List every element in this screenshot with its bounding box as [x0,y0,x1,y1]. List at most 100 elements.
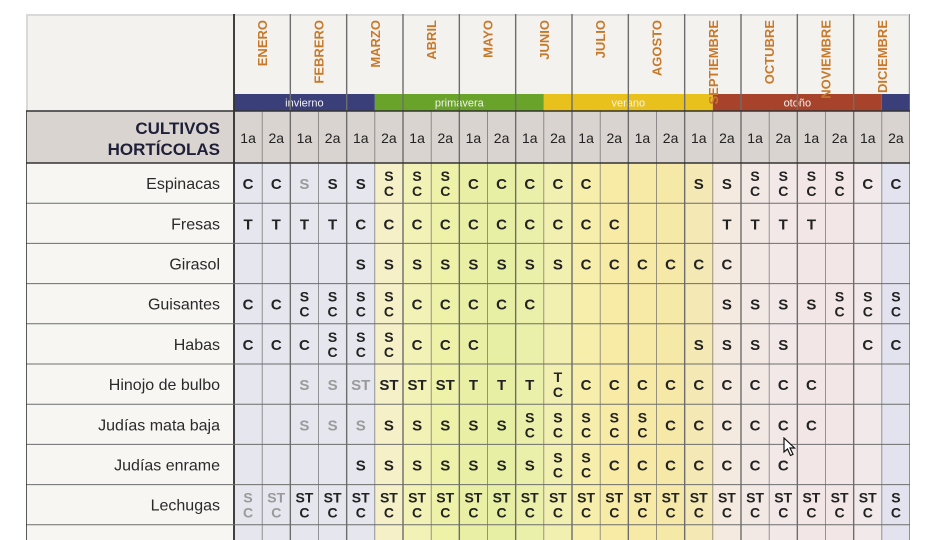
cell-code: S [328,377,338,394]
column-tint [853,163,882,540]
cell-code: C [750,417,761,434]
column-tint [656,163,685,540]
cell-code: C [553,424,563,440]
cell-code: C [468,337,479,354]
fortnight-label: 1a [353,130,369,146]
cell-code: T [469,377,478,394]
cell-code: C [243,337,254,354]
crop-name: Girasol [169,257,220,274]
cell-code: S [384,168,393,184]
cell-code: C [806,183,816,199]
cell-code: C [299,337,310,354]
fortnight-label: 2a [381,130,397,146]
column-tint [431,163,460,540]
season-label: invierno [285,98,324,110]
cell-code: C [328,344,338,360]
cell-code: C [693,417,704,434]
column-tint [543,163,572,540]
cell-code: C [835,304,845,320]
cell-code: C [890,337,901,354]
cell-code: C [412,183,422,199]
cell-code: C [356,505,366,521]
fortnight-label: 2a [494,130,510,146]
column-tint [374,163,403,540]
fortnight-label: 1a [240,130,256,146]
cell-code: S [891,490,900,506]
cell-code: ST [718,490,736,506]
cell-code: C [328,304,338,320]
cell-code: ST [774,490,792,506]
cell-code: C [552,176,563,193]
cell-code: S [694,176,704,193]
cell-code: S [497,417,507,434]
cell-code: C [271,337,282,354]
cell-code: S [891,289,900,305]
fortnight-label: 2a [268,130,284,146]
cell-code: S [356,329,365,345]
cell-code: S [722,337,732,354]
cell-code: S [581,450,590,466]
cell-code: C [581,176,592,193]
column-tint [825,163,854,540]
cell-code: S [863,289,872,305]
column-tint [769,163,798,540]
cell-code: C [721,257,732,274]
crop-name: Lechugas [151,498,220,515]
cell-code: C [637,424,647,440]
column-tint [487,163,516,540]
crop-name: Guisantes [148,297,220,314]
cell-code: S [835,289,844,305]
fortnight-label: 1a [860,130,876,146]
month-label: ENERO [255,20,270,66]
cell-code: S [638,409,647,425]
crop-name: Judías enrame [114,458,220,475]
crop-name: Espinacas [146,176,220,193]
fortnight-label: 2a [606,130,622,146]
cell-code: C [835,183,845,199]
column-tint [318,163,347,540]
cell-code: C [721,458,732,475]
cell-code: S [384,257,394,274]
cell-code: C [778,505,788,521]
column-tint [684,163,713,540]
cell-code: S [778,337,788,354]
cell-code: T [722,216,731,233]
cell-code: S [384,329,393,345]
fortnight-label: 1a [409,130,425,146]
cell-code: S [384,458,394,475]
cell-code: S [412,417,422,434]
cell-code: C [750,505,760,521]
cell-code: C [384,344,394,360]
cell-code: C [440,297,451,314]
cell-code: S [328,417,338,434]
cell-code: ST [267,490,285,506]
cell-code: ST [295,490,313,506]
cell-code: T [779,216,788,233]
cell-code: C [497,505,507,521]
cell-code: C [355,216,366,233]
column-tint [346,163,375,540]
cell-code: S [581,409,590,425]
cell-code: C [412,337,423,354]
fortnight-label: 2a [888,130,904,146]
cell-code: S [750,168,759,184]
cell-code: C [835,505,845,521]
cell-code: C [778,377,789,394]
season-bar [234,94,375,111]
cell-code: T [554,369,563,385]
cell-code: C [412,216,423,233]
cell-code: C [271,176,282,193]
cell-code: S [440,257,450,274]
cell-code: ST [379,377,398,394]
fortnight-label: 2a [437,130,453,146]
crop-name: Fresas [171,216,220,233]
column-tint [881,163,910,540]
cell-code: C [890,176,901,193]
fortnight-label: 2a [719,130,735,146]
cell-code: C [243,505,253,521]
cell-code: C [384,183,394,199]
cell-code: ST [831,490,849,506]
cell-code: C [524,297,535,314]
fortnight-label: 1a [297,130,313,146]
